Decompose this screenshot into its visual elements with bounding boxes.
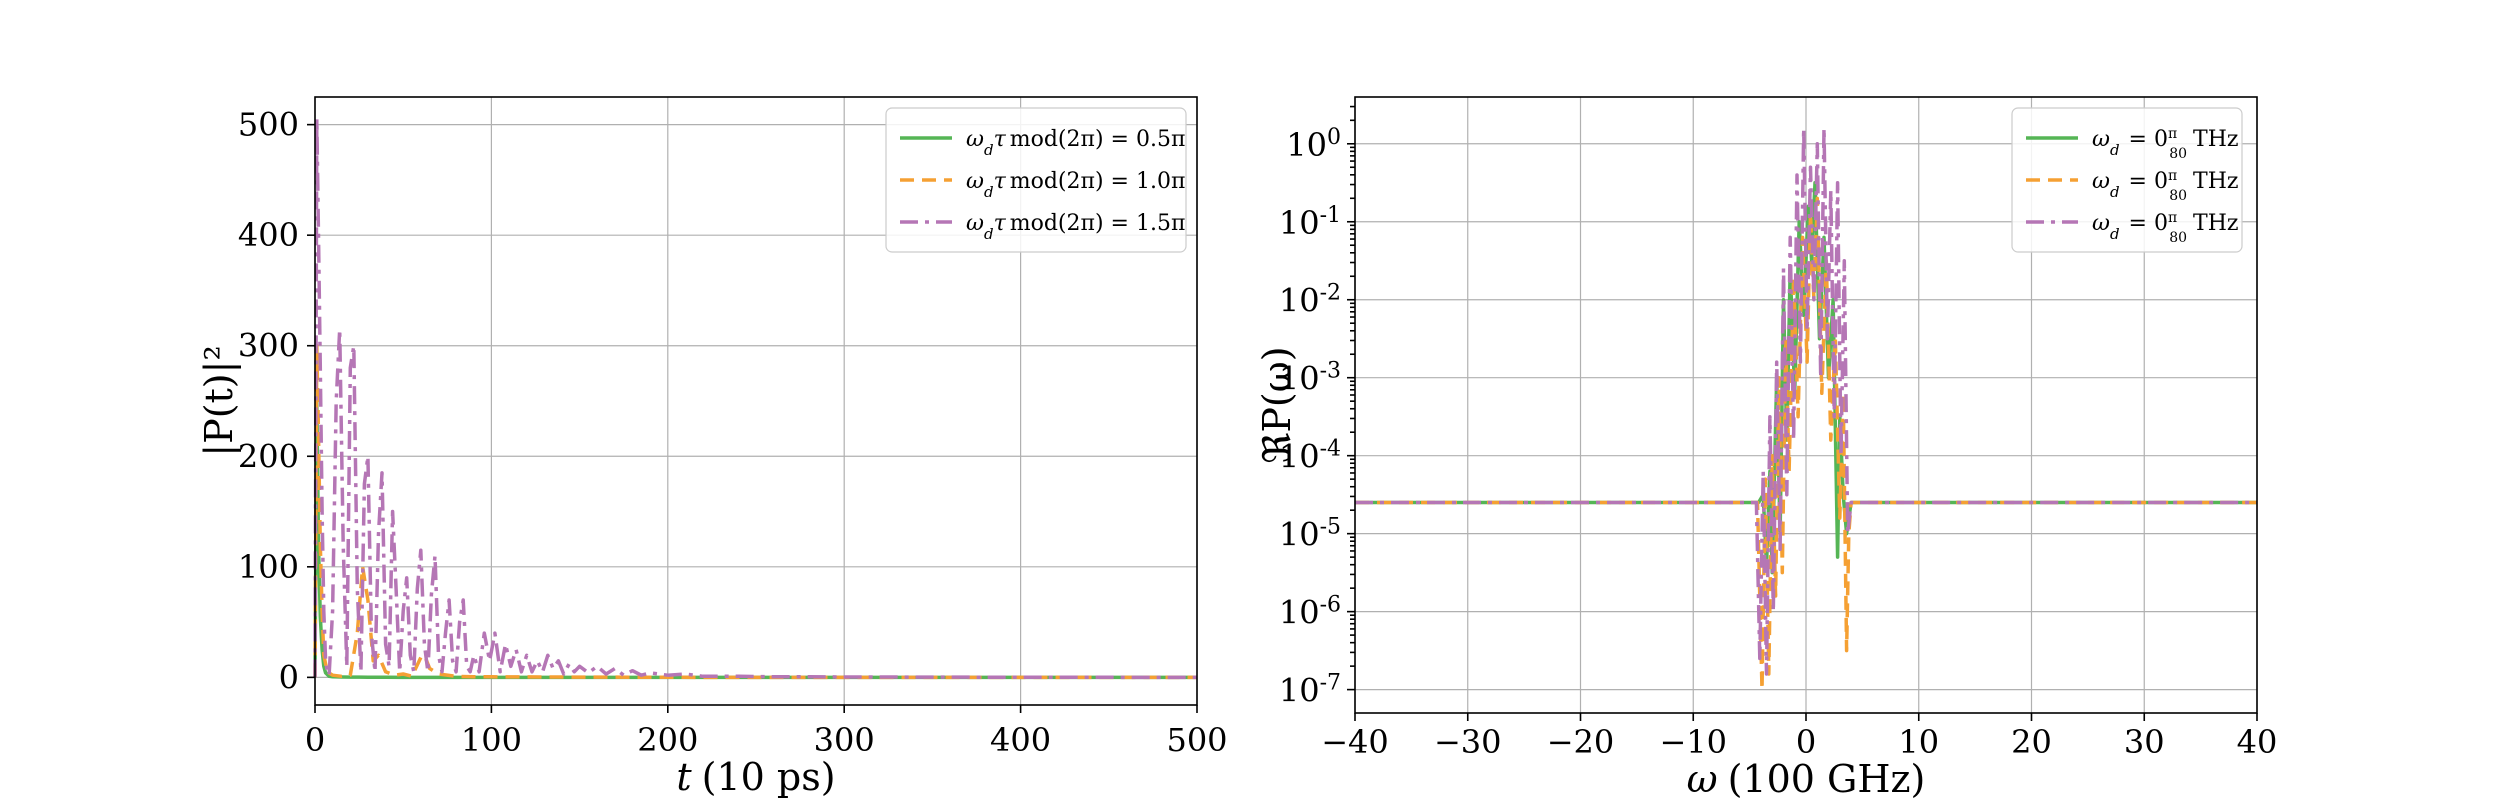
legend-entry: ωd = 0π 80THz — [2092, 126, 2238, 162]
x-axis-label: t (10 ps) — [676, 755, 835, 799]
y-axis-label: |P(t)|² — [197, 345, 241, 456]
x-tick-label: 20 — [2011, 723, 2052, 761]
series-lines — [313, 117, 1198, 680]
x-tick-label: 100 — [461, 721, 522, 759]
x-tick-label: 200 — [637, 721, 698, 759]
chart-frequency-domain: −40 −30 −20 −10 0 10 20 30 40 10-7 10-6 10-5 10-4 10-… — [1255, 96, 2278, 800]
x-tick-label: −30 — [1434, 723, 1502, 761]
y-tick-label: 10-4 — [1279, 436, 1341, 476]
y-tick-label: 500 — [238, 106, 299, 144]
x-tick-label: 300 — [814, 721, 875, 759]
x-tick-label: 40 — [2237, 723, 2278, 761]
legend: ωdτ mod(2π) = 0.5π ωdτ mod(2π) = 1.0π ωdτ mod… — [885, 107, 1187, 253]
series-lines — [1355, 126, 2257, 692]
series-line-1 — [313, 399, 1197, 680]
legend-entry: ωdτ mod(2π) = 0.5π — [966, 127, 1185, 159]
legend: ωd = 0π 80THz ωd = 0π 80THz ωd = 0π 80THz — [2011, 107, 2243, 253]
series-line-3 — [313, 117, 1198, 680]
y-tick-label: 10-2 — [1279, 280, 1341, 320]
y-tick-label: 100 — [238, 548, 299, 586]
y-tick-label: 400 — [238, 216, 299, 254]
y-tick-label: 10-1 — [1279, 202, 1341, 242]
y-tick-label: 10-7 — [1279, 670, 1341, 710]
y-tick-label: 10-5 — [1279, 514, 1341, 554]
legend-entry: ωd = 0π 80THz — [2092, 210, 2238, 246]
legend-entry: ωdτ mod(2π) = 1.5π — [966, 211, 1185, 243]
legend-box — [885, 107, 1187, 253]
legend-entry: ωd = 0π 80THz — [2092, 168, 2238, 204]
x-tick-label: 0 — [1796, 723, 1816, 761]
x-tick-label: 500 — [1166, 721, 1227, 759]
x-tick-label: 400 — [990, 721, 1051, 759]
y-tick-label: 10-3 — [1279, 358, 1341, 398]
y-axis-label: ℜP(ω) — [1255, 346, 1299, 463]
x-tick-label: 0 — [305, 721, 325, 759]
y-tick-label: 200 — [238, 437, 299, 475]
series-line-3 — [1355, 126, 2257, 676]
x-tick-label: −40 — [1321, 723, 1389, 761]
y-tick-label: 10-6 — [1279, 592, 1341, 632]
x-tick-label: 10 — [1898, 723, 1939, 761]
chart-time-domain: 0 100 200 300 400 500 0 100 200 300 400 500 t (10 ps… — [197, 96, 1228, 799]
y-tick-label: 300 — [238, 327, 299, 365]
x-tick-label: −20 — [1547, 723, 1615, 761]
plot-frame — [314, 96, 1198, 706]
legend-box — [2011, 107, 2243, 253]
axis-ticks: −40 −30 −20 −10 0 10 20 30 40 10-7 10-6 10-5 10-4 10-… — [1279, 105, 2278, 761]
x-tick-label: 30 — [2124, 723, 2165, 761]
x-tick-label: −10 — [1659, 723, 1727, 761]
y-tick-label: 100 — [1286, 124, 1341, 164]
axis-ticks: 0 100 200 300 400 500 0 100 200 300 400 500 — [238, 106, 1228, 759]
legend-entry: ωdτ mod(2π) = 1.0π — [966, 169, 1185, 201]
x-axis-label: ω (100 GHz) — [1687, 757, 1926, 800]
y-tick-label: 0 — [279, 658, 299, 696]
